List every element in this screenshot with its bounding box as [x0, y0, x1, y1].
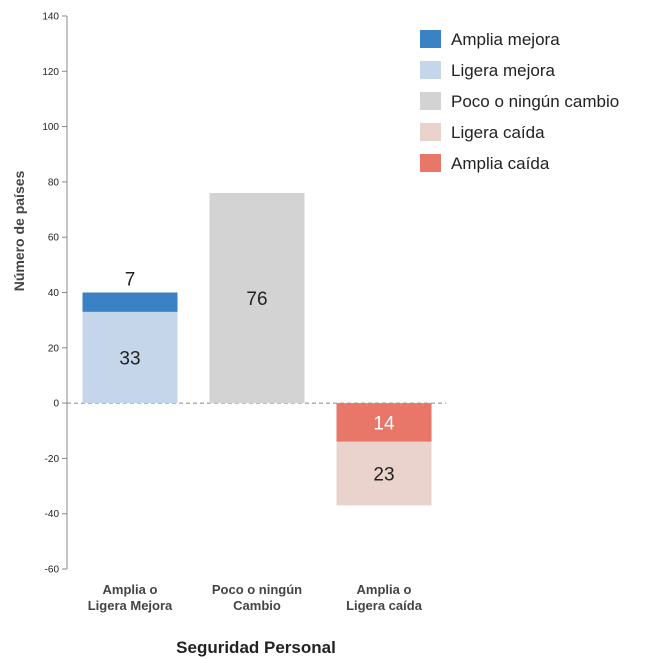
- bar-poco-o-ning-n-cambio: [209, 192, 305, 404]
- x-category-label: Ligera caída: [346, 598, 423, 613]
- legend-label: Ligera caída: [451, 123, 545, 142]
- y-tick-label: 0: [53, 399, 59, 410]
- data-labels: 33 7 76 14 23: [119, 270, 395, 486]
- data-label: 33: [119, 348, 140, 369]
- legend: Amplia mejora Ligera mejora Poco o ningún …: [420, 30, 619, 173]
- legend-swatch: [420, 154, 441, 172]
- y-tick-label: 120: [42, 67, 59, 78]
- data-label: 7: [125, 270, 136, 291]
- x-axis-title: Seguridad Personal: [176, 638, 336, 657]
- legend-label: Amplia caída: [451, 154, 550, 173]
- legend-label: Poco o ningún cambio: [451, 92, 619, 111]
- legend-swatch: [420, 92, 441, 110]
- x-category-label: Ligera Mejora: [88, 598, 173, 613]
- y-tick-label: 100: [42, 122, 59, 133]
- legend-label: Ligera mejora: [451, 61, 555, 80]
- y-tick-label: -40: [45, 509, 60, 520]
- y-tick-label: 80: [48, 177, 60, 188]
- y-tick-label: 60: [48, 233, 60, 244]
- bar-ligera-mejora: [82, 311, 178, 404]
- x-category-label: Cambio: [233, 598, 281, 613]
- data-label: 76: [246, 289, 267, 310]
- y-tick-label: 40: [48, 288, 60, 299]
- bar-ligera-ca-da: [336, 441, 432, 506]
- legend-label: Amplia mejora: [451, 30, 560, 49]
- y-tick-label: -20: [45, 454, 60, 465]
- y-tick-label: 140: [42, 12, 59, 23]
- legend-swatch: [420, 61, 441, 79]
- legend-swatch: [420, 30, 441, 48]
- data-label: 23: [373, 465, 394, 486]
- x-category-label: Amplia o: [357, 582, 412, 597]
- data-label: 14: [373, 413, 395, 434]
- y-tick-label: -60: [45, 565, 60, 576]
- y-tick-label: 20: [48, 343, 60, 354]
- bar-amplia-mejora: [82, 292, 178, 312]
- y-axis-title: Número de países: [11, 170, 27, 291]
- x-category-label: Poco o ningún: [212, 582, 302, 597]
- x-category-label: Amplia o: [103, 582, 158, 597]
- bars: [82, 192, 432, 506]
- bar-amplia-ca-da: [336, 403, 432, 442]
- legend-swatch: [420, 123, 441, 141]
